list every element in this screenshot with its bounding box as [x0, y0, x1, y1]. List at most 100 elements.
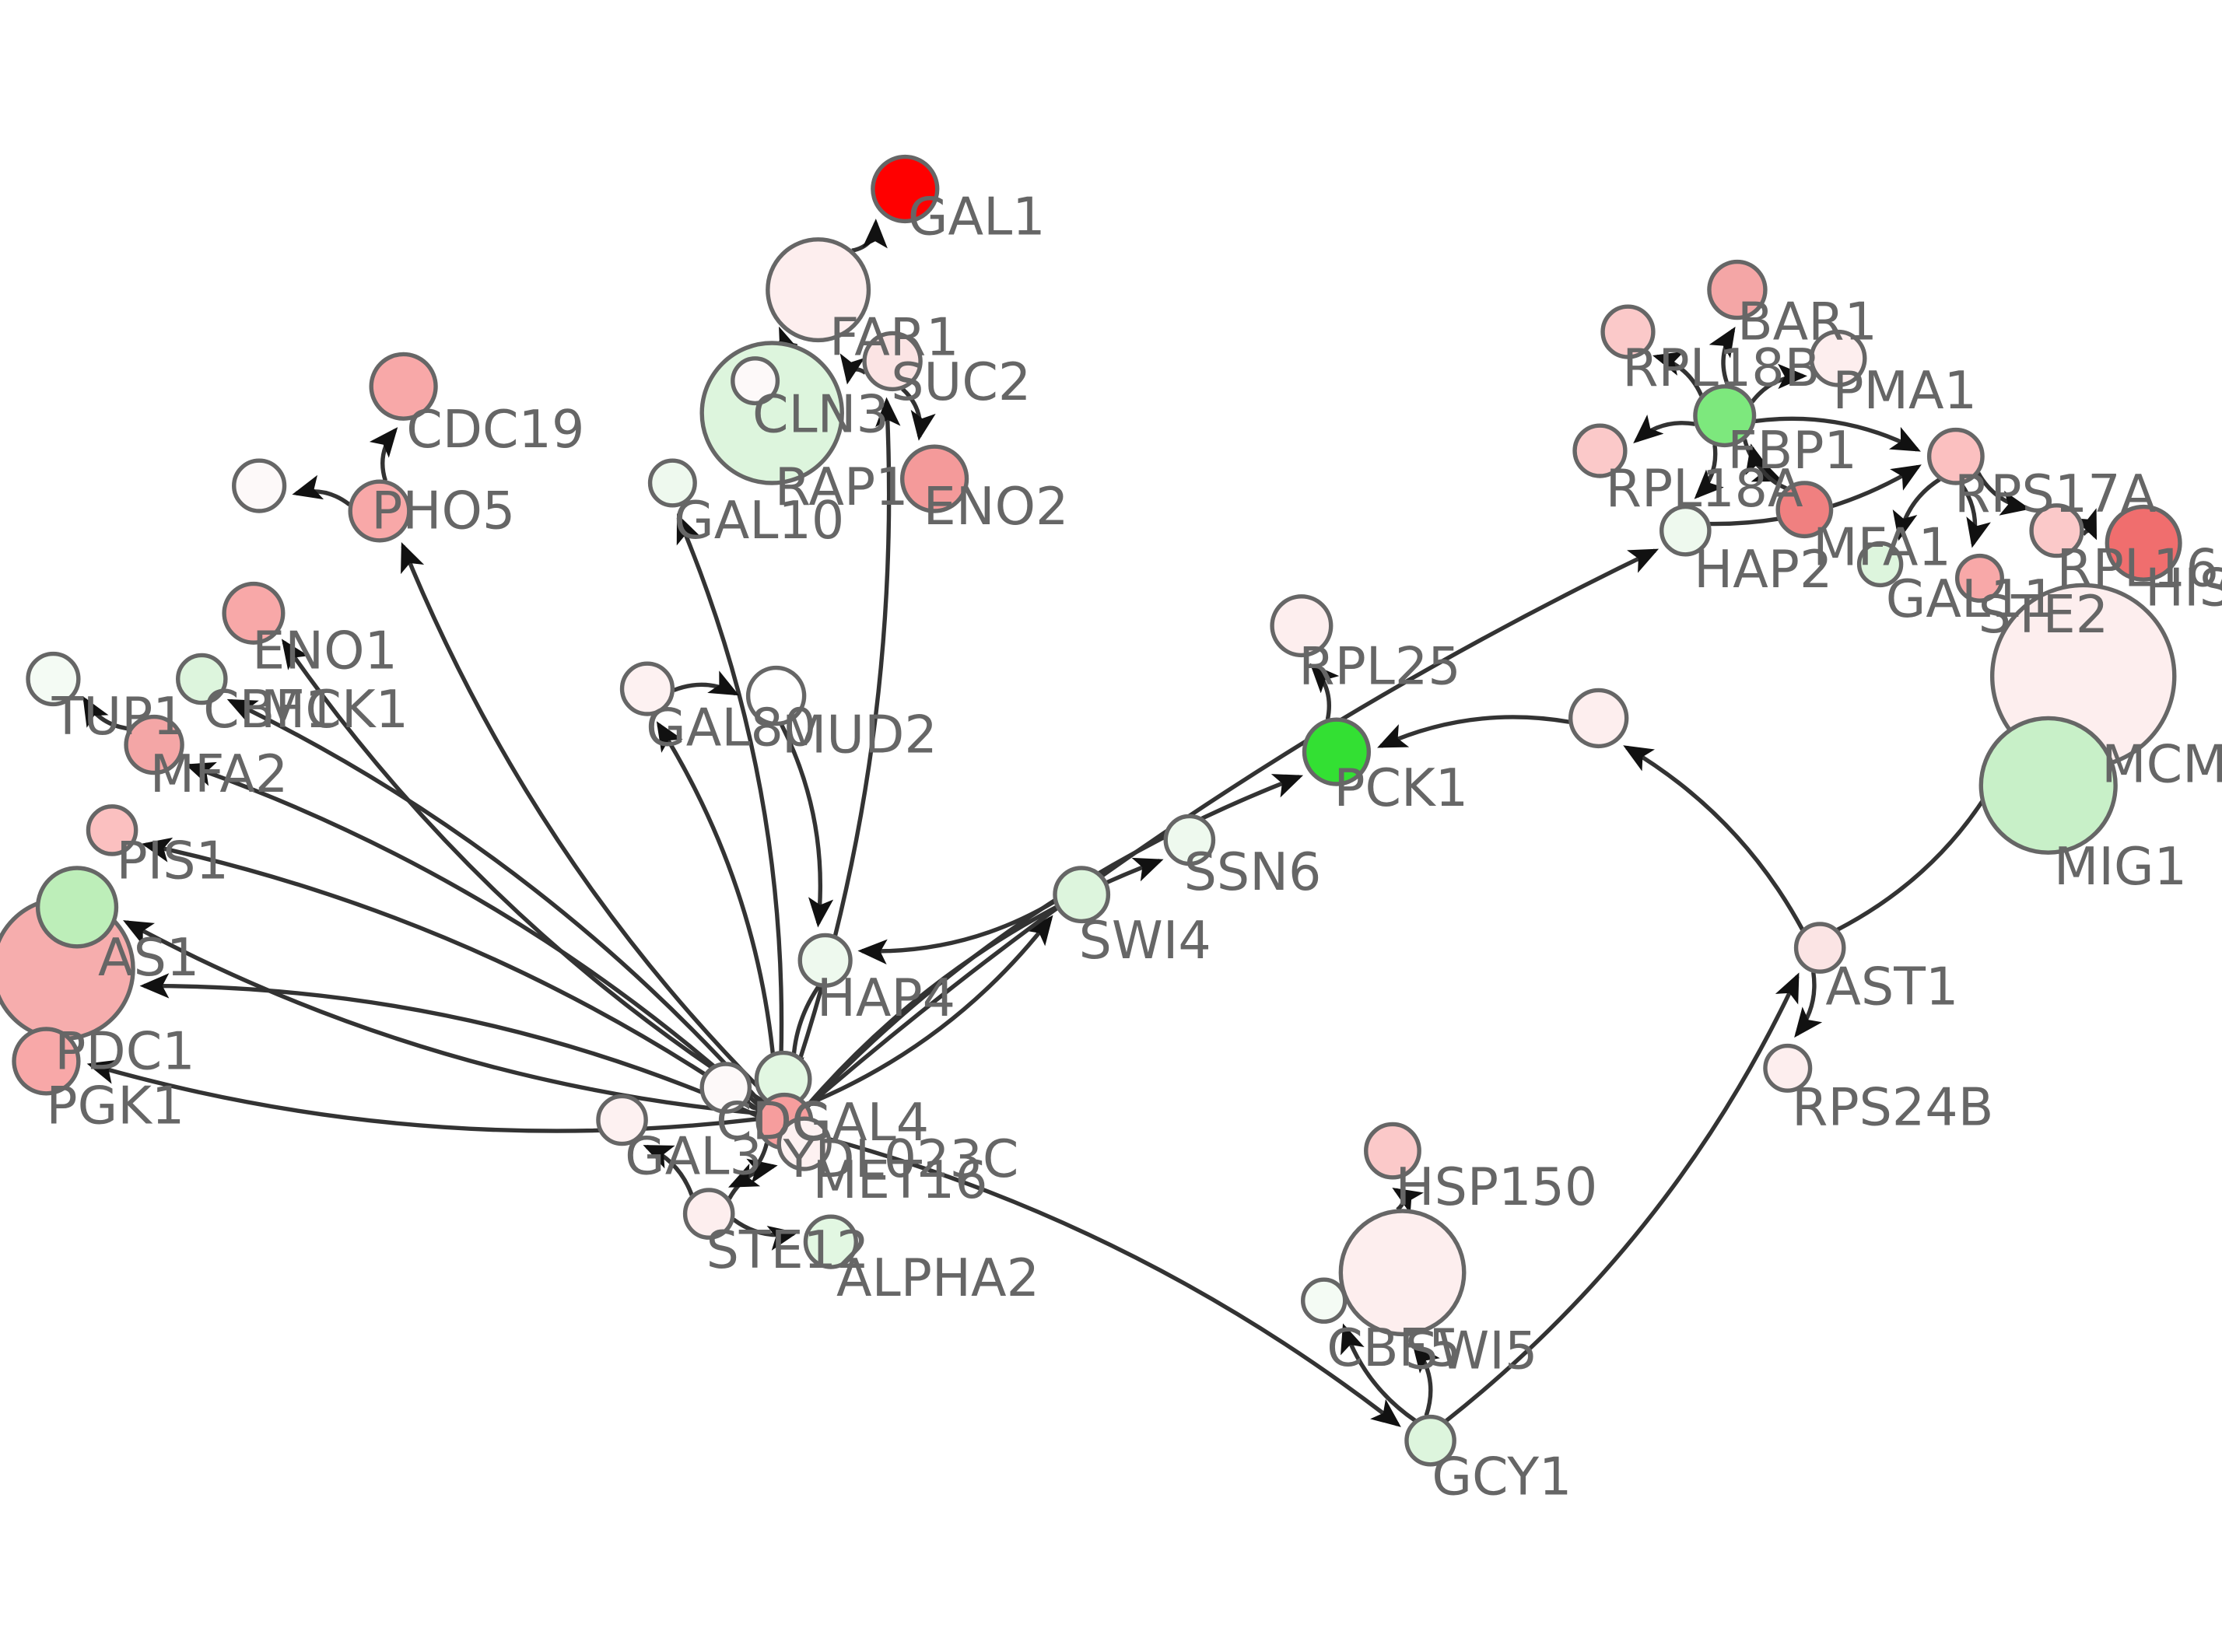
node-label-ydl023c_g: YDL023C [783, 1129, 1019, 1189]
node-rpl18a[interactable] [1572, 423, 1628, 478]
edge-gal4-to-gas1 [123, 920, 759, 1116]
node-gcy1[interactable] [1404, 1414, 1456, 1467]
node-gal11[interactable] [1856, 541, 1904, 588]
edge-swi5-to-hsp150 [1392, 1187, 1424, 1214]
node-gal1[interactable] [871, 154, 940, 224]
node-ast1[interactable] [1793, 922, 1846, 974]
node-his4[interactable] [2105, 504, 2182, 582]
node-label-cdc28: CDC [716, 1090, 828, 1151]
node-mfa1[interactable] [1775, 481, 1834, 539]
node-label-met16: MET16 [812, 1150, 987, 1210]
edge-mud2-to-hap4 [780, 723, 834, 928]
edge-fbp1-to-rps17a [1754, 416, 1921, 452]
edge-gal4-to-ste12 [728, 1143, 769, 1188]
node-label-mck1: MCK1 [261, 679, 408, 740]
edge-gcy1-to-cbf5 [1341, 1323, 1417, 1423]
node-label-bar1: BAR1 [1737, 292, 1877, 352]
node-rpl16a[interactable] [2029, 503, 2084, 558]
node-label-pck1: PCK1 [1334, 758, 1468, 818]
node-eno1[interactable] [222, 581, 286, 645]
node-rps17a[interactable] [1926, 427, 1985, 485]
node-gal3[interactable] [596, 1094, 648, 1146]
node-label-ste2: STE2 [1978, 584, 2108, 645]
node-hap4[interactable] [797, 933, 853, 988]
node-hap2[interactable] [1659, 504, 1712, 557]
node-label-ast1: AST1 [1825, 957, 1958, 1017]
node-gal10[interactable] [647, 458, 697, 508]
node-mck1[interactable] [232, 458, 287, 513]
node-rps24b[interactable] [1763, 1043, 1813, 1093]
node-cbf1[interactable] [175, 653, 228, 705]
node-hap4b[interactable] [1568, 688, 1629, 749]
edge-cdc28-to-gal4 [745, 1099, 761, 1111]
node-suc2[interactable] [862, 331, 923, 392]
edge-rpl16a-to-his4 [2073, 508, 2098, 541]
node-mfa2[interactable] [124, 714, 184, 775]
node-gas1[interactable] [35, 866, 119, 949]
node-label-gal1: GAL1 [908, 187, 1046, 247]
node-tup1[interactable] [26, 651, 81, 707]
edge-gal4-to-hap2 [806, 548, 1659, 1108]
node-far1[interactable] [766, 237, 871, 343]
edge-rps17a-to-gal11 [1892, 478, 1941, 541]
node-label-hap4: HAP4 [817, 968, 955, 1028]
node-rpl25[interactable] [1270, 594, 1334, 658]
node-cbf5[interactable] [1301, 1277, 1348, 1324]
node-pck1[interactable] [1302, 717, 1372, 786]
node-ste12[interactable] [682, 1188, 735, 1240]
node-label-pdc1: PDC1 [54, 1020, 195, 1081]
node-fbp1[interactable] [1693, 384, 1757, 448]
node-label-ssn6: SSN6 [1184, 842, 1322, 902]
node-label-hsp150: HSP150 [1396, 1157, 1598, 1217]
node-label-cbf1: CBF1 [203, 679, 338, 740]
edge-gal4-to-gal10 [676, 513, 784, 1094]
edge-fbp1-to-hap2 [1694, 444, 1724, 499]
node-label-rpl18a: RPL18A [1606, 458, 1803, 519]
node-rpl18b[interactable] [1600, 304, 1656, 359]
node-ste2[interactable] [1954, 553, 2004, 603]
edge-gcy1-to-ast1 [1445, 972, 1800, 1423]
node-label-mfa2: MFA2 [150, 744, 289, 804]
node-label-gas1: AS1 [98, 927, 199, 988]
node-label-mig1: MIG1 [2054, 836, 2187, 897]
node-rap1[interactable] [731, 356, 780, 406]
node-alpha2[interactable] [803, 1214, 858, 1269]
node-met16[interactable] [776, 1116, 832, 1171]
edge-layer [82, 219, 2098, 1427]
node-pis1[interactable] [86, 804, 138, 856]
edge-gal4-to-swi4 [806, 915, 1053, 1107]
edge-fbp1-to-rpl18b [1652, 351, 1704, 397]
edge-pck1-to-rpl25 [1309, 663, 1340, 720]
node-label-pgk1: PGK1 [46, 1076, 184, 1136]
node-label-gal11: GAL11 [1886, 569, 2056, 629]
node-swi5[interactable] [1338, 1209, 1467, 1337]
node-bar1[interactable] [1707, 259, 1768, 320]
node-label-rpl16a: RPL16A [2057, 537, 2222, 598]
edge-gal4-to-pis1 [141, 837, 760, 1112]
node-hsp150[interactable] [1364, 1122, 1421, 1180]
node-swi4[interactable] [1053, 866, 1111, 924]
node-label-fbp1: FBP1 [1727, 420, 1857, 481]
node-pma1[interactable] [1809, 329, 1867, 387]
node-mud2[interactable] [745, 665, 807, 726]
edge-gal4-to-cbf1 [226, 698, 764, 1106]
edge-ast1-to-rps24b [1794, 971, 1823, 1038]
edge-swi4-to-hap4 [857, 899, 1056, 965]
node-pho5[interactable] [348, 479, 412, 543]
node-cdc28[interactable] [699, 1062, 752, 1114]
node-eno2[interactable] [899, 444, 969, 513]
node-label-ste12: STE12 [706, 1220, 870, 1280]
node-ssn6[interactable] [1163, 814, 1216, 866]
node-gal80[interactable] [619, 661, 675, 716]
node-label-his4: HIS4 [2145, 558, 2222, 618]
edge-gcy1-to-swi5 [1411, 1342, 1440, 1417]
node-label-rpl25: RPL25 [1299, 635, 1460, 696]
node-layer [0, 154, 2182, 1467]
edge-gal4-to-mfa2 [184, 761, 762, 1109]
node-label-pis1: PIS1 [116, 831, 229, 891]
node-cdc19[interactable] [369, 352, 438, 421]
node-label-cdc19: CDC19 [406, 399, 584, 460]
node-pgk1[interactable] [12, 1027, 81, 1096]
node-mig1[interactable] [1978, 716, 2118, 855]
